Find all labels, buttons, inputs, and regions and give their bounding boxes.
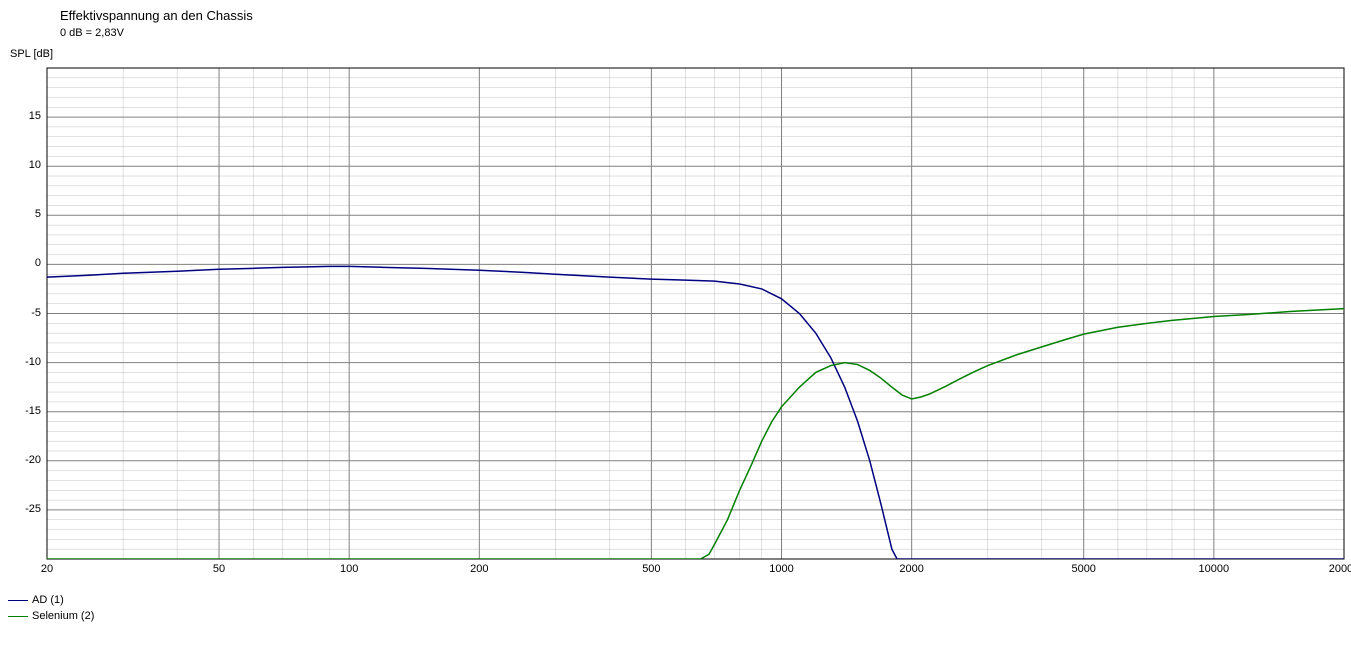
chart-svg [0,0,1351,647]
y-tick-label: -20 [25,454,41,466]
y-tick-label: -5 [31,307,41,319]
legend-line-2 [8,616,28,617]
y-tick-label: -15 [25,405,41,417]
x-tick-label: 20000 [1324,563,1351,575]
legend-item-1: AD (1) [8,594,64,606]
y-tick-label: 10 [29,159,41,171]
x-tick-label: 500 [631,563,671,575]
y-tick-label: -25 [25,503,41,515]
legend-label-1: AD (1) [32,594,64,606]
x-tick-label: 1000 [762,563,802,575]
y-tick-label: -10 [25,356,41,368]
x-tick-label: 10000 [1194,563,1234,575]
y-tick-label: 0 [35,257,41,269]
y-tick-label: 15 [29,110,41,122]
x-tick-label: 50 [199,563,239,575]
x-tick-label: 20 [27,563,67,575]
x-tick-label: 5000 [1064,563,1104,575]
x-tick-label: 200 [459,563,499,575]
legend-line-1 [8,600,28,601]
legend-item-2: Selenium (2) [8,610,94,622]
x-tick-label: 2000 [892,563,932,575]
chart-container: Effektivspannung an den Chassis 0 dB = 2… [0,0,1351,647]
x-tick-label: 100 [329,563,369,575]
legend-label-2: Selenium (2) [32,610,94,622]
y-tick-label: 5 [35,208,41,220]
